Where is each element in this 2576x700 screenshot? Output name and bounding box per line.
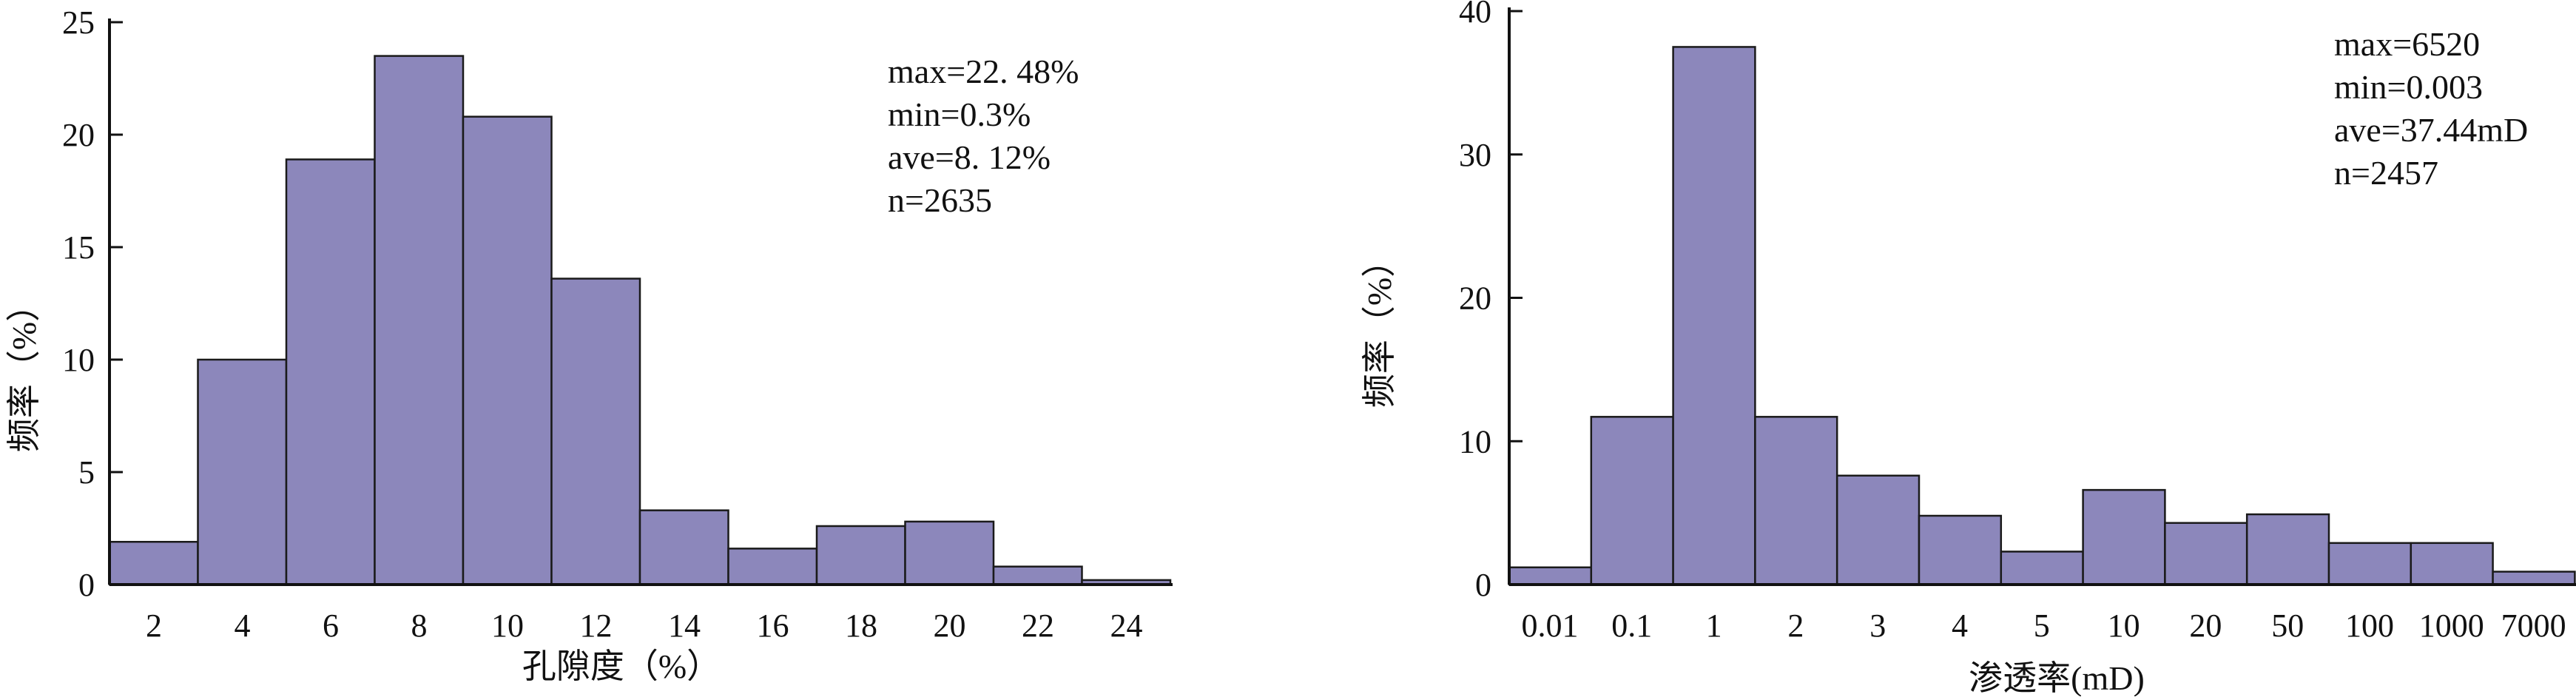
x-tick-label: 6: [323, 608, 339, 644]
bar: [2327, 542, 2413, 586]
x-tick-label: 100: [2345, 608, 2394, 644]
x-tick-label: 1: [1706, 608, 1722, 644]
y-tick-label: 20: [1459, 280, 1491, 317]
bar: [2245, 513, 2330, 586]
stat-annotation: min=0.003: [2334, 68, 2483, 106]
chart-2: 0 10 20 30 40 0.01 0.1 1 2 3 4 5 10 20 50 100 1000 7000 渗透…: [1361, 0, 2576, 697]
bar: [1918, 514, 2003, 586]
y-tick-label: 0: [78, 567, 95, 603]
bar: [462, 115, 553, 586]
stat-annotation: min=0.3%: [888, 95, 1031, 133]
bar: [992, 565, 1083, 586]
x-tick-label: 7000: [2501, 608, 2566, 644]
stat-annotation: n=2635: [888, 181, 992, 219]
bar: [2000, 551, 2084, 586]
x-tick-label: 2: [146, 608, 162, 644]
x-tick-label: 20: [934, 608, 966, 644]
bar: [1672, 46, 1756, 586]
bar: [1754, 416, 1838, 586]
x-tick-label: 12: [580, 608, 613, 644]
bar: [285, 158, 376, 586]
x-tick-label: 50: [2271, 608, 2304, 644]
y-tick-label: 15: [62, 229, 95, 266]
x-tick-label: 8: [411, 608, 428, 644]
y-tick-label: 30: [1459, 137, 1491, 173]
bar: [815, 525, 906, 586]
y-axis-title: 频率（%）: [1361, 243, 1398, 408]
x-tick-label: 24: [1110, 608, 1143, 644]
x-tick-label: 18: [845, 608, 877, 644]
y-tick-label: 10: [62, 342, 95, 378]
stat-annotation: max=6520: [2334, 25, 2480, 63]
x-tick-label: 2: [1787, 608, 1804, 644]
stat-annotation: ave=37.44mD: [2334, 111, 2528, 149]
bar: [197, 358, 288, 586]
bar: [2492, 571, 2576, 586]
x-tick-label: 22: [1022, 608, 1054, 644]
y-tick-label: 10: [1459, 423, 1491, 460]
bar: [1508, 566, 1593, 586]
stat-annotation: n=2457: [2334, 154, 2438, 192]
x-tick-label: 3: [1869, 608, 1886, 644]
bar: [1590, 416, 1674, 586]
x-axis-title: 渗透率(mD): [1969, 659, 2145, 696]
x-tick-label: 14: [668, 608, 701, 644]
x-tick-label: 4: [235, 608, 251, 644]
bar: [904, 520, 995, 586]
bar: [1835, 474, 1921, 586]
x-tick-label: 0.01: [1522, 608, 1579, 644]
y-tick-label: 25: [62, 4, 95, 41]
stat-annotation: max=22. 48%: [888, 53, 1079, 90]
y-tick-label: 40: [1459, 0, 1491, 30]
bar: [2410, 542, 2494, 586]
x-tick-label: 20: [2189, 608, 2222, 644]
y-tick-label: 5: [78, 454, 95, 491]
y-tick-label: 20: [62, 117, 95, 153]
bar: [727, 548, 818, 586]
x-tick-label: 10: [2108, 608, 2140, 644]
x-tick-label: 4: [1952, 608, 1968, 644]
x-tick-label: 16: [757, 608, 789, 644]
x-axis-title: 孔隙度（%）: [522, 647, 721, 685]
x-tick-label: 0.1: [1611, 608, 1652, 644]
bar: [2082, 488, 2166, 586]
x-tick-label: 1000: [2419, 608, 2484, 644]
x-tick-label: 5: [2034, 608, 2050, 644]
bar: [108, 540, 199, 586]
bar: [638, 509, 729, 586]
y-tick-label: 0: [1475, 567, 1491, 603]
bar: [374, 55, 465, 586]
bar: [2164, 522, 2248, 586]
bar: [550, 277, 641, 586]
stat-annotation: ave=8. 12%: [888, 138, 1051, 176]
x-tick-label: 10: [491, 608, 524, 644]
y-axis-title: 频率（%）: [5, 288, 43, 452]
